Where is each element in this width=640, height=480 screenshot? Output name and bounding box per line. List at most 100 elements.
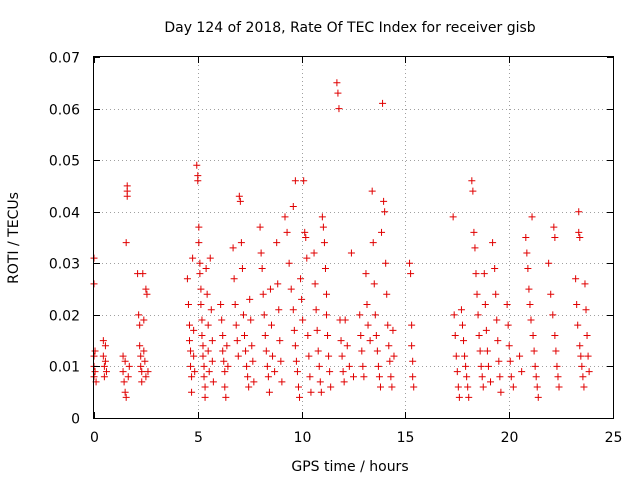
data-point [207, 306, 215, 314]
data-point [234, 352, 242, 360]
data-point [138, 378, 146, 386]
data-point [269, 352, 277, 360]
data-point [578, 362, 586, 370]
data-point [325, 352, 333, 360]
data-point [387, 373, 395, 381]
y-tick-label: 0 [71, 412, 80, 428]
data-point [189, 254, 197, 262]
data-point [471, 244, 479, 252]
data-point [449, 213, 457, 221]
data-point [334, 89, 342, 97]
data-point [249, 357, 257, 365]
data-point [313, 326, 321, 334]
data-point [341, 316, 349, 324]
data-point [101, 342, 109, 350]
data-point [302, 234, 310, 241]
data-point [99, 337, 107, 345]
data-point [356, 311, 364, 319]
data-point [190, 326, 198, 334]
data-point [183, 275, 191, 283]
data-point [468, 177, 476, 185]
data-point [195, 223, 203, 231]
data-point [196, 259, 204, 267]
data-points [90, 79, 593, 401]
x-axis-label: GPS time / hours [291, 459, 408, 475]
data-point [549, 311, 557, 319]
y-tick-label: 0.07 [49, 51, 80, 67]
data-point [208, 337, 216, 345]
data-point [137, 352, 145, 360]
data-point [188, 373, 196, 381]
data-point [144, 368, 152, 376]
data-point [505, 342, 513, 350]
data-point [91, 368, 99, 376]
y-tick-label: 0.06 [49, 103, 80, 119]
data-point [264, 373, 272, 381]
data-point [239, 311, 247, 319]
data-point [475, 331, 483, 339]
data-point [190, 352, 198, 360]
data-point [303, 254, 311, 262]
data-point [298, 295, 306, 303]
data-point [136, 321, 144, 329]
data-point [338, 352, 346, 360]
data-point [455, 393, 463, 401]
data-point [552, 347, 560, 355]
data-point [585, 368, 593, 376]
data-point [390, 352, 398, 360]
data-point [232, 321, 240, 329]
data-point [245, 383, 253, 391]
data-point [529, 331, 537, 339]
data-point [123, 192, 131, 200]
data-point [263, 362, 271, 370]
data-point [364, 321, 372, 329]
data-point [464, 383, 472, 391]
data-point [576, 234, 584, 241]
data-point [271, 368, 279, 376]
x-tick-label: 5 [194, 430, 203, 446]
data-point [188, 388, 196, 396]
data-point [450, 311, 458, 319]
data-point [274, 280, 282, 288]
data-point [461, 352, 469, 360]
data-point [184, 301, 192, 309]
data-point [299, 316, 307, 324]
data-point [504, 321, 512, 329]
data-point [547, 290, 555, 298]
data-point [258, 264, 266, 272]
plot-frame [93, 56, 614, 419]
data-point [462, 362, 470, 370]
data-point [196, 270, 204, 278]
data-point [516, 352, 524, 360]
data-point [451, 331, 459, 339]
data-point [306, 373, 314, 381]
data-point [406, 259, 414, 267]
data-point [385, 342, 393, 350]
data-point [143, 290, 151, 298]
data-point [492, 290, 500, 298]
data-point [371, 311, 379, 319]
data-point [185, 321, 193, 329]
data-point [576, 342, 584, 350]
data-point [317, 388, 325, 396]
data-point [496, 373, 504, 381]
data-point [324, 331, 332, 339]
y-tick-label: 0.04 [49, 206, 80, 222]
data-point [479, 383, 487, 391]
data-point [205, 368, 213, 376]
data-point [491, 264, 499, 272]
data-point [102, 368, 110, 376]
data-point [489, 239, 497, 247]
data-point [292, 357, 300, 365]
data-point [495, 357, 503, 365]
chart-title: Day 124 of 2018, Rate Of TEC Index for r… [164, 20, 535, 36]
data-point [470, 228, 478, 236]
data-point [198, 331, 206, 339]
grid-lines [94, 57, 613, 418]
data-point [201, 383, 209, 391]
data-point [236, 197, 244, 205]
data-point [534, 393, 542, 401]
data-point [575, 228, 583, 236]
data-point [493, 316, 501, 324]
data-point [577, 352, 585, 360]
